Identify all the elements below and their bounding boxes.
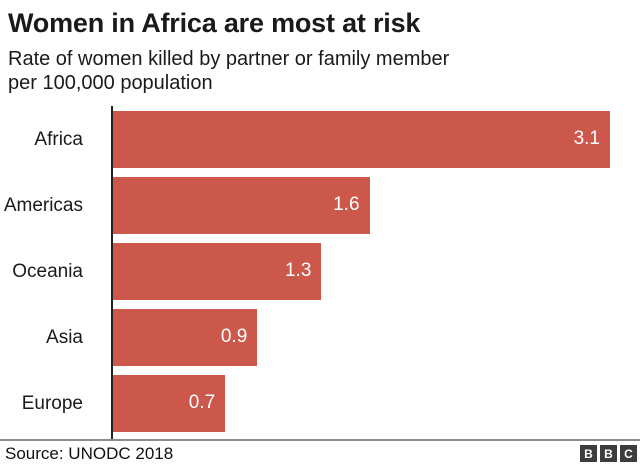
bar-track: 0.7 (113, 374, 610, 432)
bbc-logo-block-icon: C (620, 445, 637, 463)
bar-value-label: 0.9 (220, 326, 248, 348)
chart-subtitle-line2: per 100,000 population (8, 71, 213, 94)
bar-track: 0.9 (113, 308, 610, 366)
bar-oceania: 1.3 (113, 242, 322, 300)
bbc-logo: B B C (580, 445, 637, 463)
source-attribution: Source: UNODC 2018 (5, 443, 174, 463)
chart-page: Women in Africa are most at risk Rate of… (0, 8, 640, 463)
category-label: Europe (21, 392, 83, 414)
category-label: Americas (3, 194, 83, 216)
y-axis-line (111, 105, 113, 439)
chart-title: Women in Africa are most at risk (8, 8, 421, 38)
bar-americas: 1.6 (113, 176, 370, 234)
bar-row-africa: Africa 3.1 (0, 110, 640, 168)
bar-europe: 0.7 (113, 374, 226, 432)
chart-subtitle: Rate of women killed by partner or famil… (0, 39, 640, 95)
bar-row-oceania: Oceania 1.3 (0, 242, 640, 300)
category-label: Africa (34, 128, 83, 150)
bar-asia: 0.9 (113, 308, 258, 366)
footer-divider (0, 438, 640, 441)
bar-value-label: 1.3 (284, 260, 312, 282)
bar-value-label: 3.1 (573, 128, 600, 150)
bar-row-asia: Asia 0.9 (0, 308, 640, 366)
bar-row-americas: Americas 1.6 (0, 176, 640, 234)
bbc-logo-block-icon: B (600, 445, 617, 463)
bbc-logo-block-icon: B (580, 445, 597, 463)
chart-subtitle-line1: Rate of women killed by partner or famil… (8, 47, 450, 70)
bar-value-label: 0.7 (188, 392, 216, 414)
bar-track: 1.6 (113, 176, 610, 234)
category-label: Asia (46, 326, 83, 348)
bar-africa: 3.1 (113, 110, 610, 168)
bar-value-label: 1.6 (333, 194, 360, 216)
bar-track: 3.1 (113, 110, 610, 168)
footer: Source: UNODC 2018 B B C (0, 441, 640, 464)
bar-chart: Africa 3.1 Americas 1.6 Oceania 1.3 (0, 105, 640, 439)
bar-row-europe: Europe 0.7 (0, 374, 640, 432)
category-label: Oceania (12, 260, 83, 282)
bar-track: 1.3 (113, 242, 610, 300)
